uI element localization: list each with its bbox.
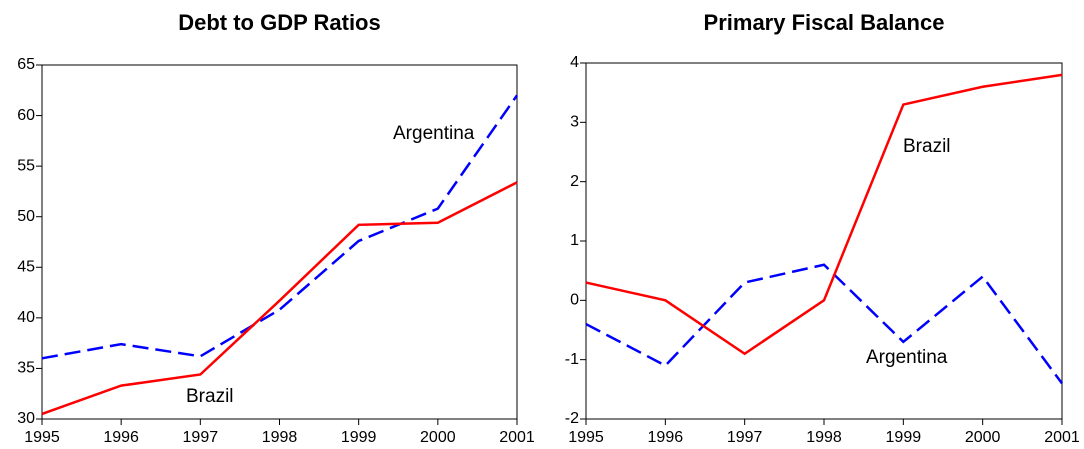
y-tick-label: -2 <box>565 410 579 427</box>
y-tick-label: 40 <box>17 309 35 326</box>
series-line <box>41 181 518 416</box>
x-tick-label: 2000 <box>420 429 456 446</box>
x-tick-label: 2001 <box>1044 429 1080 446</box>
y-tick-label: 50 <box>17 208 35 225</box>
y-tick-label: 2 <box>570 173 579 190</box>
series-label: Brazil <box>186 386 234 407</box>
y-tick-label: 55 <box>17 157 35 174</box>
x-tick-label: 1997 <box>727 429 763 446</box>
x-tick-label: 1997 <box>183 429 219 446</box>
x-tick-label: 1995 <box>24 429 60 446</box>
y-tick-label: 35 <box>17 360 35 377</box>
y-tick-label: 65 <box>17 56 35 73</box>
y-tick-label: 3 <box>570 114 579 131</box>
series-line <box>585 73 1063 356</box>
y-tick-label: 4 <box>570 54 579 71</box>
x-tick-label: 1999 <box>886 429 922 446</box>
y-tick-label: 45 <box>17 259 35 276</box>
series-label: Argentina <box>866 347 948 368</box>
series-line <box>41 94 519 360</box>
x-tick-label: 2000 <box>965 429 1001 446</box>
series-line <box>585 263 1064 385</box>
x-tick-label: 1998 <box>262 429 298 446</box>
y-tick-label: 60 <box>17 107 35 124</box>
x-tick-label: 2001 <box>499 429 535 446</box>
plot-frame <box>585 62 1063 420</box>
series-label: Argentina <box>393 123 475 144</box>
chart-title: Debt to GDP Ratios <box>178 10 381 35</box>
x-tick-label: 1999 <box>341 429 377 446</box>
y-tick-label: 30 <box>17 410 35 427</box>
y-tick-label: -1 <box>565 351 579 368</box>
series-label: Brazil <box>903 136 951 157</box>
x-tick-label: 1998 <box>806 429 842 446</box>
x-tick-label: 1996 <box>648 429 684 446</box>
y-tick-label: 1 <box>570 232 579 249</box>
y-tick-label: 0 <box>570 292 579 309</box>
chart-title: Primary Fiscal Balance <box>704 10 945 35</box>
x-tick-label: 1995 <box>568 429 604 446</box>
x-tick-label: 1996 <box>103 429 139 446</box>
plot-frame <box>41 64 518 420</box>
